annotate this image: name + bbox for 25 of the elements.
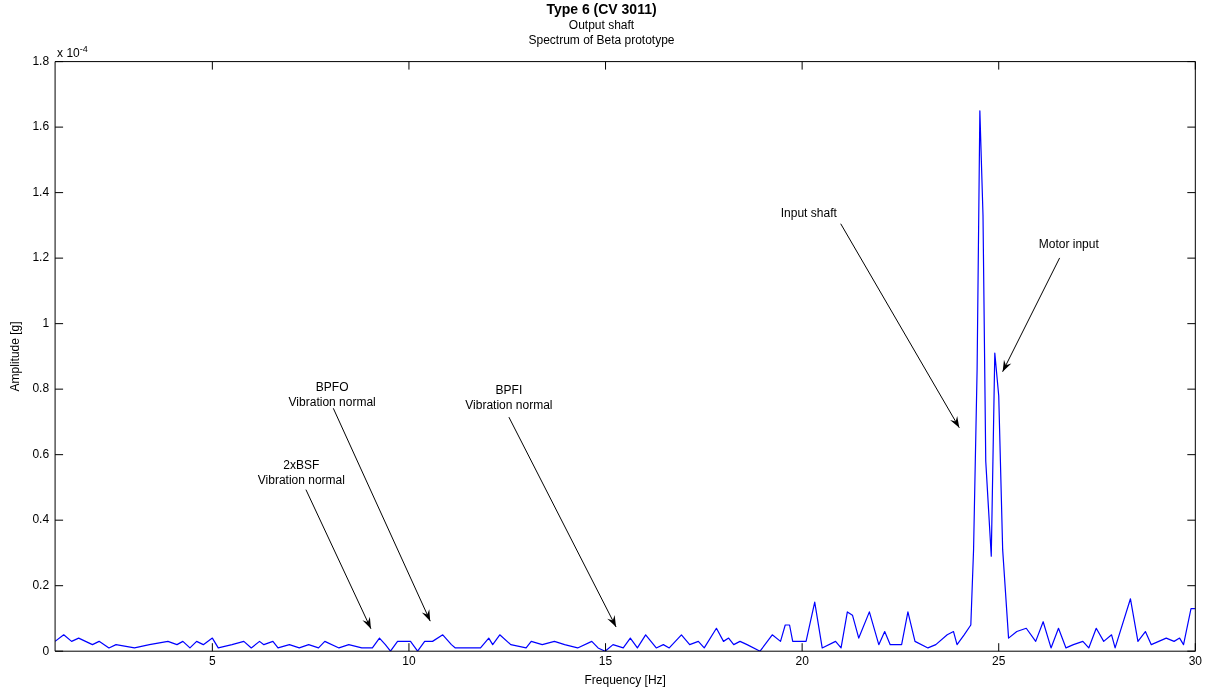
x-tick-label: 25 xyxy=(992,653,1006,668)
y-tick-label: 0.6 xyxy=(32,446,50,461)
y-tick-label: 1 xyxy=(42,315,50,330)
x-tick-label: 15 xyxy=(598,653,613,668)
y-tick-label: 0.2 xyxy=(32,578,50,592)
x-tick-label: 5 xyxy=(209,653,217,668)
y-tick-label: 0.4 xyxy=(32,512,50,527)
annotation: BPFI Vibration normal xyxy=(465,382,553,412)
x-tick-label: 20 xyxy=(795,653,810,668)
annotation: Input shaft xyxy=(780,205,838,220)
chart-title: Type 6 (CV 3011) xyxy=(546,1,657,18)
x-tick-label: 10 xyxy=(402,653,416,668)
y-axis-title: Amplitude [g] xyxy=(7,321,22,392)
y-tick-label: 1.6 xyxy=(32,119,50,134)
y-tick-label: 1.8 xyxy=(32,53,50,68)
y-tick-label: 1.4 xyxy=(32,184,50,199)
y-tick-label: 0.8 xyxy=(32,381,50,396)
y-tick-label: 1.2 xyxy=(32,250,50,265)
x-axis-title: Frequency [Hz] xyxy=(584,673,666,688)
annotation: BPFO Vibration normal xyxy=(288,379,376,409)
annotation: Motor input xyxy=(1038,236,1100,251)
chart-subtitle: Output shaft Spectrum of Beta prototype xyxy=(528,18,675,47)
annotation: 2xBSF Vibration normal xyxy=(257,458,345,488)
x-tick-label: 30 xyxy=(1188,653,1203,668)
y-tick-label: 0 xyxy=(42,643,50,658)
